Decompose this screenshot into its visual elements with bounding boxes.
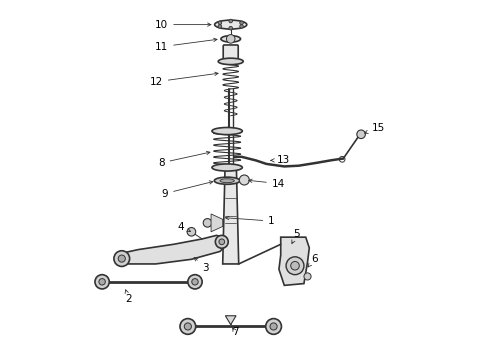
Circle shape: [226, 35, 235, 43]
Text: 4: 4: [177, 222, 191, 232]
Text: 8: 8: [158, 151, 210, 168]
Text: 12: 12: [149, 72, 218, 87]
Polygon shape: [225, 316, 236, 325]
Circle shape: [240, 21, 244, 24]
Circle shape: [187, 228, 196, 236]
Ellipse shape: [215, 20, 247, 29]
Text: 14: 14: [249, 179, 285, 189]
Text: 9: 9: [162, 181, 213, 199]
Circle shape: [229, 19, 232, 23]
Circle shape: [192, 279, 198, 285]
Circle shape: [215, 235, 228, 248]
Polygon shape: [211, 214, 223, 232]
Circle shape: [114, 251, 130, 266]
Text: 7: 7: [232, 327, 239, 337]
Circle shape: [240, 24, 244, 28]
Circle shape: [188, 275, 202, 289]
Circle shape: [180, 319, 196, 334]
Circle shape: [118, 255, 125, 262]
Circle shape: [95, 275, 109, 289]
Text: 15: 15: [365, 123, 385, 134]
Circle shape: [270, 323, 277, 330]
Text: 10: 10: [155, 19, 211, 30]
Circle shape: [239, 175, 249, 185]
Text: 11: 11: [155, 38, 217, 52]
Text: 5: 5: [292, 229, 300, 243]
Circle shape: [286, 257, 304, 275]
Polygon shape: [279, 237, 309, 285]
Text: 3: 3: [194, 257, 209, 273]
Circle shape: [304, 273, 311, 280]
Text: 1: 1: [225, 216, 275, 226]
Ellipse shape: [212, 127, 243, 135]
Ellipse shape: [212, 164, 243, 171]
Text: 6: 6: [308, 254, 318, 267]
Ellipse shape: [221, 36, 241, 42]
Ellipse shape: [218, 58, 243, 64]
Text: 13: 13: [271, 156, 291, 165]
Circle shape: [203, 219, 212, 227]
Text: 2: 2: [125, 290, 132, 303]
Circle shape: [218, 21, 221, 24]
Polygon shape: [223, 169, 239, 264]
Circle shape: [357, 130, 366, 139]
Polygon shape: [117, 235, 227, 264]
Circle shape: [99, 279, 105, 285]
Circle shape: [266, 319, 281, 334]
Circle shape: [218, 24, 221, 28]
Ellipse shape: [214, 177, 240, 184]
Circle shape: [184, 323, 192, 330]
FancyBboxPatch shape: [223, 45, 238, 60]
Circle shape: [229, 26, 232, 30]
Circle shape: [291, 261, 299, 270]
Circle shape: [219, 239, 224, 245]
Ellipse shape: [220, 179, 234, 183]
